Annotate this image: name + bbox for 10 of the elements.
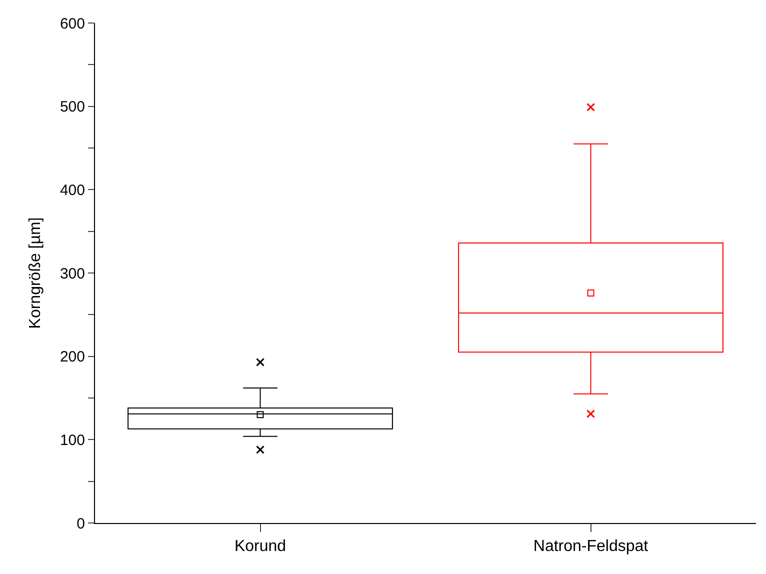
y-axis-title: Korngröße [µm] <box>26 217 44 329</box>
x-tick-label: Natron-Feldspat <box>533 538 649 556</box>
y-tick-label: 100 <box>60 432 85 449</box>
x-tick-label: Korund <box>234 538 286 556</box>
y-tick-label: 400 <box>60 182 85 199</box>
y-tick-label: 200 <box>60 348 85 366</box>
y-tick-label: 300 <box>60 265 85 282</box>
y-tick-label: 600 <box>60 15 85 32</box>
y-tick-label: 0 <box>76 515 85 532</box>
y-tick-label: 500 <box>60 98 85 116</box>
